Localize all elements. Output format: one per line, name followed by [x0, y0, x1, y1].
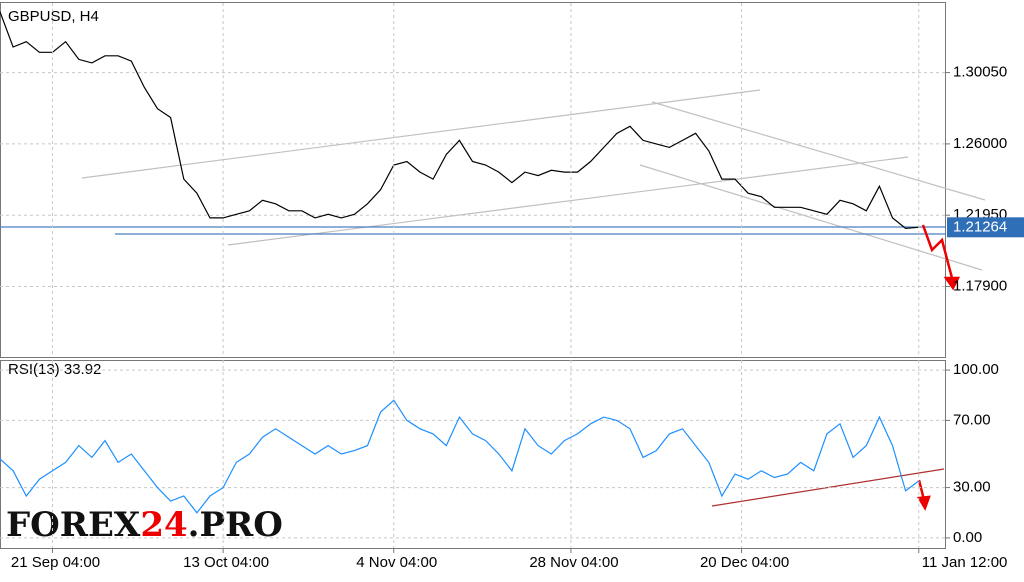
- series-line: [0, 399, 920, 514]
- series-line: [0, 11, 919, 230]
- logo-part: FOREX: [6, 505, 141, 545]
- price-label-box: [947, 217, 1024, 238]
- chart-title: GBPUSD, H4: [8, 8, 99, 25]
- y-tick-label: 1.30050: [953, 64, 1007, 81]
- x-tick-label: 11 Jan 12:00: [922, 554, 1008, 571]
- y-tick-label: 70.00: [953, 411, 991, 428]
- x-tick-label: 13 Oct 04:00: [183, 554, 269, 571]
- watermark: FOREX24.PRO: [6, 505, 283, 545]
- logo-part: .PRO: [188, 505, 283, 545]
- frames: [0, 2, 946, 549]
- logo-text: FOREX24.PRO: [6, 505, 283, 545]
- trend-lines: [0, 89, 986, 507]
- x-tick-label: 21 Sep 04:00: [11, 554, 100, 571]
- y-tick-label: 100.00: [953, 361, 999, 378]
- y-tick-label: 1.17900: [953, 278, 1007, 295]
- arrows: [916, 224, 961, 511]
- logo-part: 24: [140, 505, 187, 545]
- y-tick-label: 30.00: [953, 479, 991, 496]
- price-label: 1.21264: [953, 218, 1007, 235]
- y-tick-label: 1.26000: [953, 135, 1007, 152]
- indicator-title: RSI(13) 33.92: [8, 361, 101, 378]
- x-tick-label: 20 Dec 04:00: [700, 554, 789, 571]
- x-tick-label: 4 Nov 04:00: [356, 554, 437, 571]
- y-tick-label: 0.00: [953, 529, 982, 546]
- x-tick-label: 28 Nov 04:00: [529, 554, 618, 571]
